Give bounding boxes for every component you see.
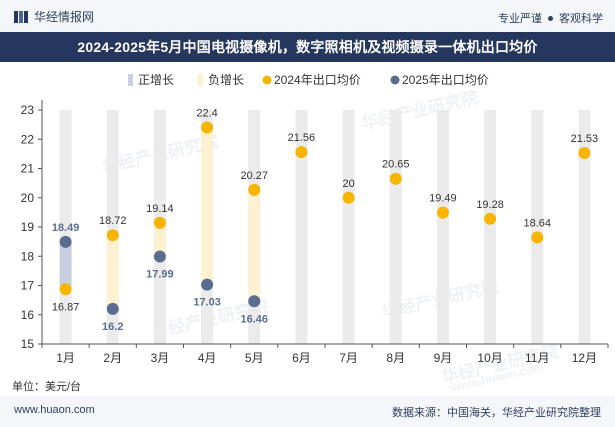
background-track [389, 110, 402, 344]
series-2024-data-label: 20.27 [240, 170, 268, 182]
legend-label: 负增长 [208, 73, 244, 87]
y-tick-label: 16 [21, 308, 35, 322]
background-track [578, 110, 591, 344]
y-tick-label: 22 [21, 132, 35, 146]
x-tick-label: 10月 [477, 351, 502, 365]
series-2025-data-label: 16.2 [102, 321, 123, 333]
legend-label: 正增长 [138, 73, 174, 87]
series-2024-data-label: 22.4 [196, 108, 217, 120]
tagline-left: 专业严谨 [498, 13, 542, 25]
x-tick-label: 1月 [56, 351, 75, 365]
series-2024-data-label: 20.65 [382, 159, 410, 171]
series-2025-point [201, 278, 214, 291]
y-tick-label: 19 [21, 220, 35, 234]
series-2025-point [59, 235, 72, 248]
legend-label: 2025年出口均价 [402, 73, 489, 87]
series-2024-point [106, 229, 119, 242]
background-track [484, 110, 497, 344]
legend-swatch-icon [128, 74, 133, 86]
x-tick-label: 2月 [103, 351, 122, 365]
series-2024-point [484, 212, 497, 225]
background-track [295, 110, 308, 344]
change-bar [201, 127, 214, 285]
x-tick-label: 5月 [245, 351, 264, 365]
series-2025-point [248, 295, 261, 308]
tagline-right: 客观科学 [559, 13, 603, 25]
series-2024-point [342, 191, 355, 204]
x-tick-label: 8月 [386, 351, 405, 365]
legend-marker-icon [262, 75, 272, 85]
chart: 正增长 负增长 2024年出口均价 2025年出口均价 15 16 17 18 19 20 21 22… [21, 73, 609, 365]
top-bar: 华经情报网 专业严谨 客观科学 [0, 0, 615, 32]
series-2024-point [578, 146, 591, 159]
y-tick-label: 17 [21, 279, 35, 293]
series-2024-data-label: 18.64 [523, 218, 551, 230]
series-2024-point [295, 146, 308, 159]
series-2025-data-label: 17.03 [193, 297, 221, 309]
series-2024-point [436, 206, 449, 219]
footer-url[interactable]: www.huaon.com [14, 404, 95, 416]
tagline: 专业严谨 客观科学 [498, 10, 603, 26]
x-tick-label: 9月 [434, 351, 453, 365]
y-tick-label: 21 [21, 162, 35, 176]
series-2024-data-label: 20 [342, 178, 354, 190]
series-2025-data-label: 17.99 [146, 269, 174, 281]
x-tick-label: 11月 [525, 351, 549, 365]
separator-dot-icon [548, 15, 553, 21]
site-name: 华经情报网 [34, 10, 95, 24]
series-2024-point [531, 231, 544, 244]
series-2024-data-label: 19.14 [146, 203, 174, 215]
series-2025-point [106, 302, 119, 315]
brand[interactable]: 华经情报网 [14, 8, 94, 25]
series-2024-data-label: 19.28 [476, 199, 504, 211]
footer-bar: www.huaon.com 数据来源：中国海关，华经产业研究院整理 [0, 396, 615, 427]
y-tick-label: 23 [21, 103, 35, 117]
background-track [59, 110, 72, 344]
series-2024-point [389, 172, 402, 185]
y-tick-label: 20 [21, 191, 35, 205]
series-2024-point [153, 216, 166, 229]
chart-title: 2024-2025年5月中国电视摄像机，数字照相机及视频摄录一体机出口均价 [77, 39, 538, 55]
y-tick-label: 15 [21, 337, 35, 351]
background-track [342, 110, 355, 344]
legend-label: 2024年出口均价 [274, 73, 361, 87]
change-bar [153, 222, 166, 257]
series-2024-point [248, 183, 261, 196]
series-2024-point [59, 283, 72, 296]
x-tick-label: 6月 [292, 351, 311, 365]
series-2025-data-label: 18.49 [52, 222, 80, 234]
x-tick-label: 7月 [339, 351, 358, 365]
series-2024-data-label: 18.72 [99, 215, 127, 227]
series-2024-data-label: 21.53 [571, 133, 599, 145]
background-track [436, 110, 449, 344]
series-2024-data-label: 21.56 [288, 132, 316, 144]
x-tick-label: 4月 [198, 351, 217, 365]
series-2024-data-label: 16.87 [52, 301, 80, 313]
data-source: 数据来源：中国海关，华经产业研究院整理 [392, 407, 601, 419]
change-bar [106, 235, 119, 309]
legend-swatch-icon [198, 74, 203, 86]
legend-marker-icon [390, 75, 400, 85]
title-bar: 2024-2025年5月中国电视摄像机，数字照相机及视频摄录一体机出口均价 [0, 32, 615, 62]
series-2025-point [153, 250, 166, 263]
background-track [531, 110, 544, 344]
x-tick-label: 12月 [572, 351, 597, 365]
change-bar [59, 241, 72, 290]
y-tick-label: 18 [21, 249, 35, 263]
huajing-logo-icon [14, 10, 28, 23]
x-tick-label: 3月 [151, 351, 170, 365]
series-2025-data-label: 16.46 [240, 313, 268, 325]
series-2024-point [201, 121, 214, 134]
series-2024-data-label: 19.49 [429, 193, 457, 205]
unit-label: 单位：美元/台 [12, 381, 82, 393]
change-bar [248, 189, 261, 302]
